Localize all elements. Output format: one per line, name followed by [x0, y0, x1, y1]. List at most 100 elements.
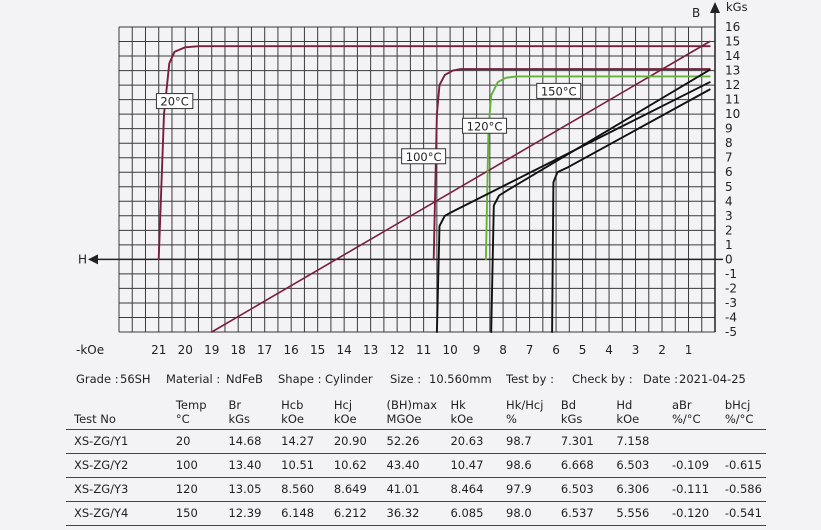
table-cell: -0.120 — [663, 501, 717, 527]
x-tick-label: 14 — [337, 343, 352, 357]
column-header-name: Bd — [560, 397, 577, 412]
table-cell: 6.537 — [552, 501, 609, 527]
table-cell: 6.212 — [325, 501, 379, 527]
table-cell: -0.109 — [663, 453, 717, 478]
grade-label: Grade : — [76, 372, 119, 386]
column-header-name: Hd — [616, 397, 633, 412]
temperature-label: 20°C — [160, 95, 188, 109]
column-header-name: Br — [228, 397, 242, 412]
temperature-label: 120°C — [467, 119, 503, 133]
table-cell: 5.556 — [608, 501, 664, 527]
column-header: Hk kOe — [442, 392, 499, 430]
column-header-name: aBr — [671, 397, 692, 412]
load-line — [210, 40, 711, 333]
y-tick-label: 13 — [725, 64, 740, 78]
x-tick-label: 7 — [526, 343, 534, 357]
x-tick-label: 9 — [473, 343, 481, 357]
temperature-label-box — [401, 148, 447, 165]
table-cell: 13.05 — [220, 477, 274, 502]
column-header: Hd kOe — [608, 392, 664, 430]
y-tick-label: 4 — [725, 194, 733, 208]
x-tick-label: 1 — [685, 343, 693, 357]
recoil-curve — [490, 68, 711, 333]
table-cell: 8.649 — [325, 477, 379, 502]
y-tick-label: 14 — [725, 49, 740, 63]
y-tick-label: -2 — [725, 281, 737, 295]
column-header-unit: %/°C — [724, 411, 754, 426]
x-tick-label: 3 — [632, 343, 640, 357]
temperature-label-box — [462, 117, 508, 134]
y-tick-label: 3 — [725, 209, 733, 223]
x-tick-label: 13 — [363, 343, 378, 357]
column-header-unit: %/°C — [671, 411, 701, 426]
column-header-name: Temp — [175, 397, 207, 412]
table-cell: 6.085 — [442, 501, 499, 527]
table-cell: 14.68 — [220, 429, 274, 454]
table-cell: 10.47 — [442, 453, 499, 478]
x-tick-label: 10 — [442, 343, 457, 357]
column-header: Test No — [66, 392, 168, 430]
material-value: NdFeB — [226, 372, 263, 386]
temperature-label: 150°C — [541, 84, 577, 98]
column-header-unit: kOe — [616, 411, 640, 426]
y-tick-label: 0 — [725, 252, 733, 266]
shape-value: Cylinder — [325, 372, 373, 386]
table-cell: 7.158 — [608, 429, 664, 454]
column-header-unit: kOe — [281, 411, 304, 426]
table-cell: 20 — [167, 429, 221, 454]
y-tick-label: 8 — [725, 136, 733, 150]
x-tick-label: 12 — [389, 343, 404, 357]
table-cell — [663, 429, 717, 454]
check-by-label: Check by : — [572, 372, 633, 386]
column-header-name: bHcj — [724, 397, 751, 412]
y-tick-label: 15 — [725, 35, 740, 49]
column-header: Hcj kOe — [325, 392, 379, 430]
demag-curve-series — [432, 68, 711, 261]
grade-value: 56SH — [120, 372, 151, 386]
table-cell: 97.9 — [498, 477, 553, 502]
table-cell: 150 — [167, 501, 221, 527]
y-tick-label: 16 — [725, 20, 740, 34]
table-cell: 100 — [167, 453, 221, 478]
h-axis-label: H — [78, 252, 87, 266]
x-tick-label: 18 — [231, 343, 246, 357]
recoil-curve — [551, 88, 711, 333]
table-cell: 98.7 — [498, 429, 553, 454]
table-cell: 20.90 — [325, 429, 379, 454]
table-cell: 6.503 — [552, 477, 609, 502]
table-cell: -0.615 — [716, 453, 766, 478]
table-cell: -0.541 — [716, 501, 766, 527]
column-header-unit: MGOe — [386, 411, 422, 426]
y-tick-label: -4 — [725, 310, 737, 324]
table-row: XS-ZG/Y1 20 14.68 14.27 20.90 52.26 20.63 98.7 7… — [66, 429, 766, 454]
x-tick-label: 4 — [605, 343, 613, 357]
table-row: XS-ZG/Y2 100 13.40 10.51 10.62 43.40 10.47 98.6… — [66, 453, 766, 478]
y-tick-label: 5 — [725, 180, 733, 194]
x-tick-label: 2 — [658, 343, 666, 357]
h-axis-arrow — [88, 254, 98, 265]
table-cell: 10.62 — [325, 453, 379, 478]
y-tick-label: 9 — [725, 122, 733, 136]
table-cell: XS-ZG/Y2 — [66, 453, 168, 478]
y-tick-label: 7 — [725, 151, 733, 165]
bh-curve-chart: HB kGs-kOe 21 20 19 18 17 16 15 14 13 12 11 10 9 8 7 6 5 4 3… — [76, 0, 748, 357]
x-tick-label: 20 — [178, 343, 193, 357]
x-tick-label: 8 — [499, 343, 507, 357]
b-axis-label: B — [692, 6, 700, 20]
table-cell: 8.464 — [442, 477, 499, 502]
temperature-label: 100°C — [406, 150, 442, 164]
table-cell: 6.668 — [552, 453, 609, 478]
shape-label: Shape : — [278, 372, 322, 386]
table-cell: 6.148 — [273, 501, 326, 527]
recoil-curve — [435, 81, 711, 333]
y-unit-label: kGs — [726, 0, 748, 14]
table-cell: 52.26 — [378, 429, 443, 454]
column-header-unit: kGs — [560, 411, 583, 426]
y-tick-label: 6 — [725, 165, 733, 179]
table-cell: 12.39 — [220, 501, 274, 527]
table-row: XS-ZG/Y4 150 12.39 6.148 6.212 36.32 6.085 98.0… — [66, 501, 766, 527]
y-tick-label: 2 — [725, 223, 733, 237]
temperature-label-box — [155, 93, 194, 110]
y-tick-label: 11 — [725, 93, 740, 107]
column-header-name: Hcb — [281, 397, 304, 412]
